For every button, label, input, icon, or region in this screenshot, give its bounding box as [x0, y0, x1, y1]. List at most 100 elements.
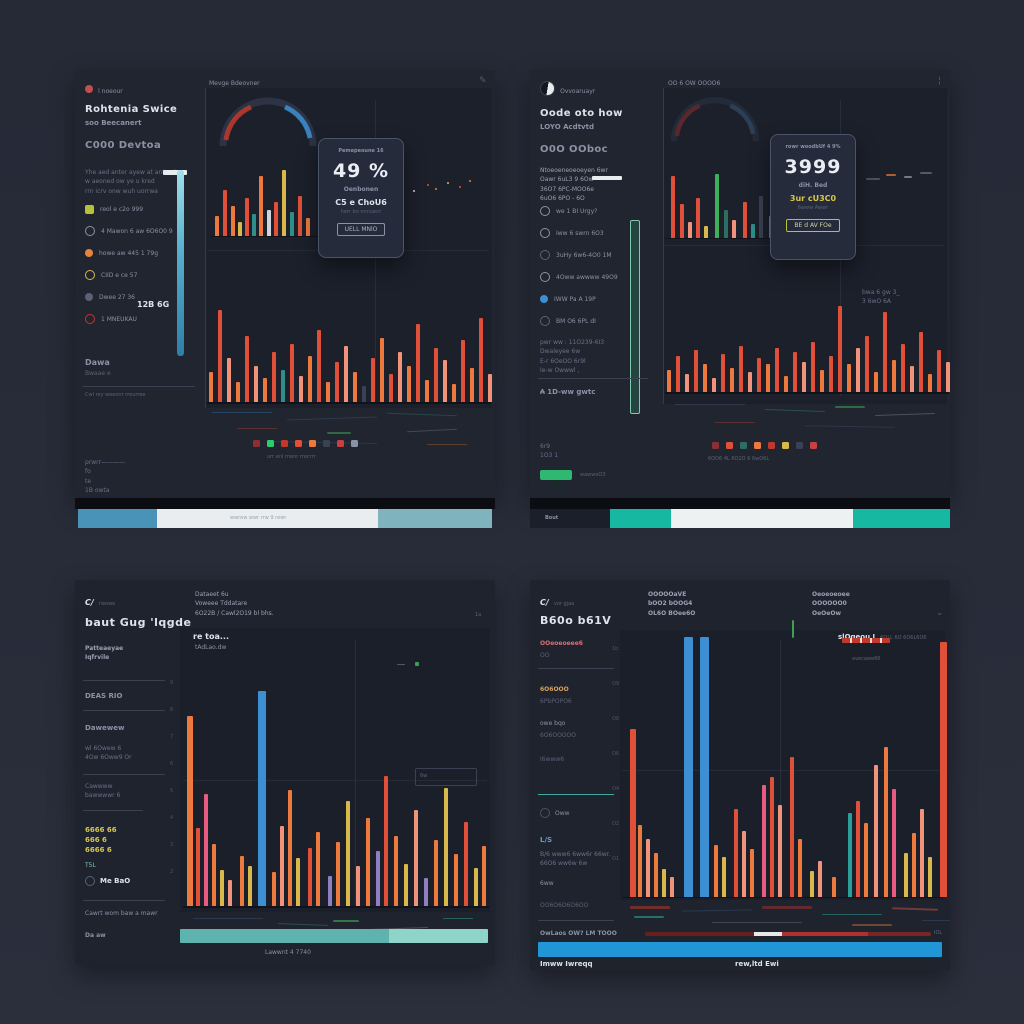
red-badge	[842, 638, 890, 643]
bar	[762, 785, 766, 897]
bar	[742, 831, 746, 897]
bar	[259, 176, 263, 236]
ow-row[interactable]: Oww	[540, 808, 570, 818]
chart-mark	[804, 425, 896, 428]
sidebar-title: Oode oto how	[540, 108, 623, 119]
sidebar-item[interactable]: IWW Pa A 19P	[540, 288, 618, 310]
sidebar-dawa-label[interactable]: Dawa	[85, 358, 110, 367]
bar	[743, 202, 747, 238]
axis-tick-label: 3	[170, 842, 174, 848]
bar	[670, 877, 674, 897]
axis-tick-label: O8	[612, 716, 620, 722]
bar	[366, 818, 370, 906]
bottom-bar-caption: Lawwnt 4 7740	[265, 949, 311, 956]
bar	[722, 857, 726, 897]
bar	[220, 870, 224, 906]
bar	[238, 222, 242, 236]
legend-swatch	[754, 442, 761, 449]
progress-segment	[530, 509, 610, 528]
sidebar-item[interactable]: 1 MNEUKAU	[85, 308, 173, 330]
sidebar-item[interactable]: Dwee 27 36	[85, 286, 173, 308]
user-row[interactable]: Me BaO	[85, 876, 130, 886]
detail-report-button[interactable]: BE d AV FOe	[786, 219, 840, 232]
green-button[interactable]: 6rat	[540, 470, 572, 487]
grid-icon	[85, 204, 94, 214]
sidebar-item[interactable]: howe aw 445 1 79g	[85, 242, 173, 264]
dashboard-panel-2: Ovvoaruayr OO 6 OW OOOO6 ¦ Oode oto how …	[530, 70, 950, 498]
text-line: 6666 6	[85, 845, 112, 854]
edit-icon[interactable]: ✎	[479, 76, 487, 86]
chart-mark	[427, 444, 467, 445]
bar	[371, 358, 375, 402]
bar	[775, 348, 779, 392]
sidebar-alert[interactable]: OOeoeoeee6	[540, 640, 583, 647]
bar	[298, 196, 302, 236]
legend-swatch	[796, 442, 803, 449]
blue-bar	[538, 942, 942, 957]
bar	[209, 372, 213, 402]
bar	[748, 372, 752, 392]
chart-mark	[792, 620, 794, 638]
nav-menu[interactable]: OO 6 OW OOOO6	[668, 80, 721, 87]
sidebar-paragraph: Yhe aed anter ayew at antoed w aeoned ow …	[85, 168, 176, 196]
sidebar-subtitle: LOYO Acdtvtd	[540, 123, 594, 131]
text-line: OOOOOaVE	[648, 591, 687, 598]
sidebar-item[interactable]: BM O6 6PL dI	[540, 310, 618, 332]
logo-text: l noeour	[98, 88, 123, 95]
sidebar-item-dawewew[interactable]: Dawewew	[85, 724, 125, 732]
sidebar-item[interactable]: Iww 6 swrn 6O3	[540, 222, 618, 244]
sidebar-ls[interactable]: L/S	[540, 836, 553, 844]
sidebar-sec1-title[interactable]: 6O6OOO	[540, 686, 569, 693]
sidebar-item[interactable]: we 1 BI Urgy?	[540, 200, 618, 222]
stat-card: rowr woodbUf 4 9% 3999 diH. Bed 3ur cU3C…	[770, 134, 856, 260]
divider	[83, 900, 165, 901]
sidebar-item[interactable]: reol e c2o 999	[85, 198, 173, 220]
chart-mark	[765, 408, 825, 413]
text-line: 666 6	[85, 835, 107, 844]
chevron-down-icon[interactable]: ⌄	[936, 608, 944, 618]
dashboard-panel-1: l noeour Mevge Bdeovner ✎ Rohtenia Swice…	[75, 70, 495, 498]
bar	[832, 877, 836, 897]
progress-strip-1	[78, 509, 492, 528]
bar	[856, 801, 860, 897]
sidebar-item[interactable]: 4Oww awwww 49O9	[540, 266, 618, 288]
axis-tick-label: 9	[170, 680, 174, 686]
bar	[280, 826, 284, 906]
axis-label: ₳ 1D-ww gwtc	[540, 388, 596, 396]
bar	[811, 342, 815, 392]
bar	[714, 845, 718, 897]
bar	[434, 348, 438, 402]
detail-report-button[interactable]: UELL MNlO	[336, 223, 386, 236]
sidebar-item-label: 4Oww awwww 49O9	[556, 273, 618, 281]
bar	[212, 844, 216, 906]
bar	[317, 330, 321, 402]
text-line: fo	[85, 468, 91, 476]
sidebar-section: C000 Devtoa	[85, 140, 162, 151]
bar	[820, 370, 824, 392]
sidebar-sec2-title[interactable]: owe bqo	[540, 720, 566, 727]
page-title: B60o b61V	[540, 614, 612, 627]
axis-tick-label: 4	[170, 815, 174, 821]
chart-mark	[886, 174, 896, 176]
yellow-badge: 6666 66 666 6 6666 6	[85, 826, 117, 855]
axis-tick-label: 7	[170, 734, 174, 740]
chart-mark	[443, 918, 473, 919]
chart-annotations	[183, 662, 489, 906]
bar	[326, 382, 330, 402]
divider	[538, 378, 648, 379]
nav-menu[interactable]: Mevge Bdeovner	[209, 80, 260, 87]
chart-mark	[413, 190, 415, 192]
sidebar-item-deas[interactable]: DEAS RIO	[85, 692, 123, 700]
text-line: 66O6 ww6w 6w	[540, 860, 588, 868]
progress-segment	[156, 509, 379, 528]
sidebar-item[interactable]: 3uHy 6w6-4O0 1M	[540, 244, 618, 266]
teal-divider	[538, 794, 614, 795]
bar	[696, 198, 700, 238]
main-bar-chart	[622, 637, 947, 898]
sidebar-item[interactable]: 4 Mawon 6 aw 6O6O0 9	[85, 220, 173, 242]
bar	[444, 788, 448, 906]
sidebar-dawa-sub: Bwaae e	[85, 370, 111, 377]
sidebar-title: Rohtenia Swice	[85, 104, 178, 115]
bar	[798, 839, 802, 897]
sidebar-item[interactable]: CIID e ce 57	[85, 264, 173, 286]
